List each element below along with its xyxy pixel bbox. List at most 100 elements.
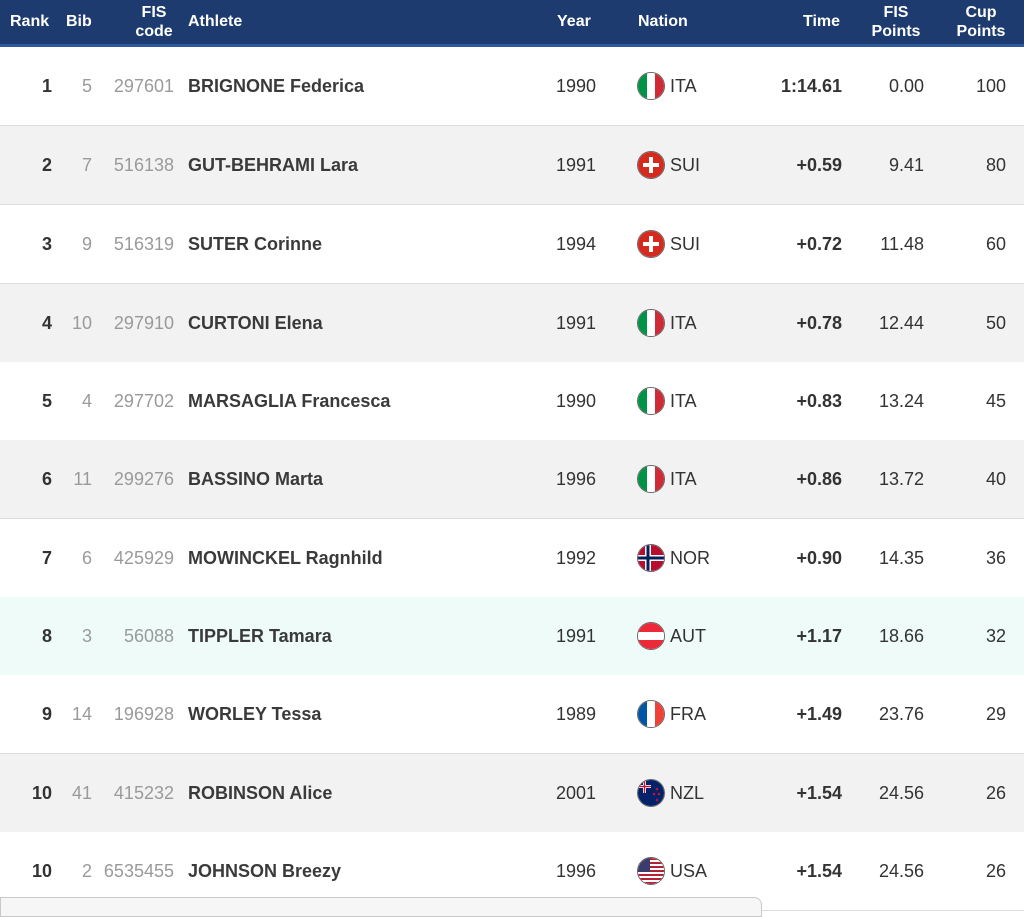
time-cell: +0.78 [796, 313, 842, 333]
switzerland-flag-icon [637, 230, 665, 258]
table-row[interactable]: 5 4 297702 MARSAGLIA Francesca 1990 ITA … [0, 362, 1024, 441]
rank-cell: 10 [31, 783, 52, 803]
nation-cell: ITA [670, 391, 697, 411]
athlete-name-link[interactable]: BASSINO Marta [188, 469, 324, 489]
italy-flag-icon [637, 465, 665, 493]
cup-points-cell: 36 [985, 548, 1006, 568]
italy-flag-icon [637, 72, 665, 100]
year-cell: 1992 [556, 548, 597, 568]
header-fis-code[interactable]: FIS code [132, 3, 176, 41]
fis-code-cell: 297702 [113, 391, 174, 411]
nation-cell: SUI [670, 234, 701, 254]
table-row[interactable]: 7 6 425929 MOWINCKEL Ragnhild 1992 NOR +… [0, 519, 1024, 598]
header-rank[interactable]: Rank [10, 13, 50, 30]
athlete-name-link[interactable]: JOHNSON Breezy [188, 861, 342, 881]
bib-cell: 7 [81, 155, 92, 175]
header-nation[interactable]: Nation [638, 13, 688, 30]
nation-cell: ITA [670, 76, 697, 96]
cup-points-cell: 32 [985, 626, 1006, 646]
time-cell: +1.49 [796, 704, 842, 724]
table-row[interactable]: 2 7 516138 GUT-BEHRAMI Lara 1991 SUI +0.… [0, 126, 1024, 205]
cup-points-cell: 80 [985, 155, 1006, 175]
rank-cell: 6 [41, 469, 52, 489]
bib-cell: 41 [71, 783, 92, 803]
cup-points-cell: 29 [985, 704, 1006, 724]
year-cell: 1994 [556, 234, 597, 254]
header-fis-code-line2: code [135, 23, 173, 40]
fis-points-cell: 11.48 [880, 234, 924, 254]
bib-cell: 4 [81, 391, 92, 411]
time-cell: +0.86 [796, 469, 842, 489]
table-row[interactable]: 6 11 299276 BASSINO Marta 1996 ITA +0.86… [0, 440, 1024, 519]
austria-flag-icon [637, 622, 665, 650]
athlete-name-link[interactable]: MOWINCKEL Ragnhild [188, 548, 383, 568]
year-cell: 1996 [556, 861, 597, 881]
cup-points-cell: 60 [985, 234, 1006, 254]
athlete-name-link[interactable]: BRIGNONE Federica [188, 76, 365, 96]
table-row[interactable]: 10 41 415232 ROBINSON Alice 2001 NZL +1.… [0, 754, 1024, 833]
fis-code-cell: 516138 [113, 155, 174, 175]
rank-cell: 1 [41, 76, 52, 96]
fis-points-cell: 18.66 [878, 626, 924, 646]
athlete-name-link[interactable]: SUTER Corinne [188, 234, 323, 254]
results-table-header: Rank Bib FIS code Athlete Year Nation Ti… [0, 0, 1024, 47]
fis-points-cell: 24.56 [878, 861, 924, 881]
bib-cell: 9 [81, 234, 92, 254]
athlete-name-link[interactable]: CURTONI Elena [188, 313, 323, 333]
header-time[interactable]: Time [803, 13, 841, 30]
nation-cell: ITA [670, 469, 697, 489]
nation-cell: SUI [670, 155, 701, 175]
rank-cell: 7 [41, 548, 52, 568]
cup-points-cell: 100 [975, 76, 1006, 96]
fis-points-cell: 13.72 [878, 469, 924, 489]
time-cell: +1.54 [796, 861, 842, 881]
athlete-name-link[interactable]: TIPPLER Tamara [188, 626, 332, 646]
fis-code-cell: 6535455 [103, 861, 174, 881]
browser-status-bar [0, 897, 762, 917]
header-fis-points-line2: Points [871, 23, 921, 40]
time-cell: +0.83 [796, 391, 842, 411]
fis-points-cell: 12.44 [878, 313, 924, 333]
italy-flag-icon [637, 309, 665, 337]
year-cell: 1989 [556, 704, 597, 724]
bib-cell: 6 [81, 548, 92, 568]
header-year[interactable]: Year [557, 13, 591, 30]
switzerland-flag-icon [637, 151, 665, 179]
time-cell: +1.54 [796, 783, 842, 803]
table-row[interactable]: 3 9 516319 SUTER Corinne 1994 SUI +0.72 … [0, 205, 1024, 284]
time-cell: 1:14.61 [780, 76, 842, 96]
athlete-name-link[interactable]: WORLEY Tessa [188, 704, 322, 724]
fis-points-cell: 13.24 [878, 391, 924, 411]
table-row[interactable]: 1 5 297601 BRIGNONE Federica 1990 ITA 1:… [0, 47, 1024, 126]
time-cell: +0.59 [796, 155, 842, 175]
header-athlete[interactable]: Athlete [188, 13, 243, 30]
rank-cell: 3 [41, 234, 52, 254]
fis-code-cell: 516319 [113, 234, 174, 254]
fis-code-cell: 425929 [113, 548, 174, 568]
athlete-name-link[interactable]: ROBINSON Alice [188, 783, 333, 803]
usa-flag-icon [637, 857, 665, 885]
year-cell: 1991 [556, 626, 597, 646]
fis-points-cell: 23.76 [878, 704, 924, 724]
header-cup-points[interactable]: Cup Points [950, 3, 1012, 41]
table-row[interactable]: 4 10 297910 CURTONI Elena 1991 ITA +0.78… [0, 284, 1024, 363]
year-cell: 1991 [556, 155, 597, 175]
fis-code-cell: 415232 [113, 783, 174, 803]
nation-cell: NZL [670, 783, 705, 803]
fis-points-cell: 0.00 [888, 76, 924, 96]
table-row[interactable]: 8 3 56088 TIPPLER Tamara 1991 AUT +1.17 … [0, 597, 1024, 676]
athlete-name-link[interactable]: MARSAGLIA Francesca [188, 391, 391, 411]
year-cell: 2001 [556, 783, 597, 803]
cup-points-cell: 26 [985, 783, 1006, 803]
fis-code-cell: 56088 [123, 626, 174, 646]
header-bib[interactable]: Bib [66, 13, 92, 30]
table-row[interactable]: 9 14 196928 WORLEY Tessa 1989 FRA +1.49 … [0, 675, 1024, 754]
athlete-name-link[interactable]: GUT-BEHRAMI Lara [188, 155, 359, 175]
fis-code-cell: 297910 [113, 313, 174, 333]
time-cell: +0.72 [796, 234, 842, 254]
header-fis-points-line1: FIS [883, 4, 909, 21]
rank-cell: 2 [41, 155, 52, 175]
fis-code-cell: 297601 [113, 76, 174, 96]
header-fis-points[interactable]: FIS Points [866, 3, 926, 41]
header-fis-code-line1: FIS [141, 4, 167, 21]
